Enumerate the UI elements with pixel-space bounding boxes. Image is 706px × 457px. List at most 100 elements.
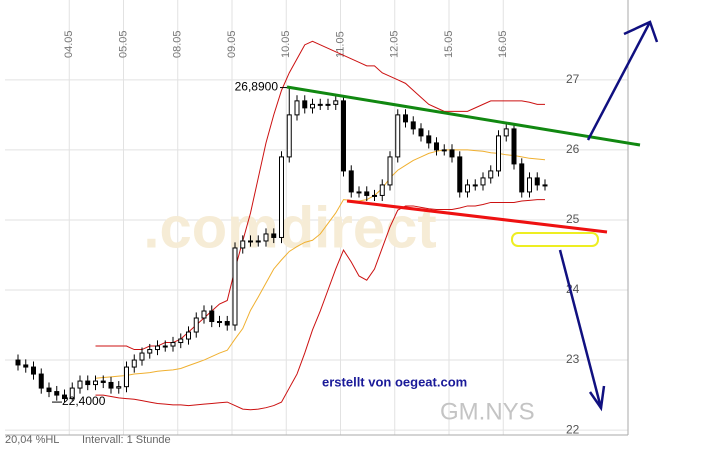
- candle-body: [279, 156, 284, 238]
- candle-body: [31, 366, 36, 375]
- candle-body: [240, 240, 246, 249]
- candle-body: [217, 321, 222, 324]
- high-label: 26,8900: [235, 80, 279, 94]
- arrow-up: [586, 21, 652, 141]
- candle-body: [232, 247, 238, 326]
- arrows: [558, 20, 659, 412]
- candle-body: [542, 184, 548, 187]
- candle-body: [534, 177, 540, 186]
- candle-body: [23, 364, 29, 368]
- candle-body: [465, 184, 470, 193]
- candle-body: [310, 103, 315, 109]
- candle-body: [62, 394, 67, 400]
- candle-body: [503, 128, 509, 137]
- candle-body: [317, 103, 323, 106]
- candle-body: [255, 240, 261, 243]
- candle-body: [116, 386, 122, 389]
- band-line: [95, 40, 545, 351]
- candle-body: [372, 194, 377, 197]
- candle-body: [186, 331, 191, 340]
- candle-body: [496, 135, 501, 172]
- candle-body: [85, 380, 91, 386]
- candle-body: [403, 114, 408, 123]
- candle-body: [15, 359, 21, 366]
- candle-body: [472, 184, 478, 187]
- trend-line-bottom: [346, 199, 608, 234]
- annotation: erstellt von oegeat.com: [322, 374, 467, 389]
- candle-body: [434, 142, 439, 151]
- candle-body: [294, 100, 300, 116]
- x-tick-label: 15.05: [443, 30, 455, 58]
- candle-body: [108, 381, 114, 389]
- candle-body: [379, 184, 385, 196]
- candle-body: [271, 233, 277, 238]
- candle-body: [441, 149, 447, 152]
- candle-body: [178, 338, 184, 344]
- candle-body: [248, 240, 253, 243]
- candle-body: [364, 191, 370, 196]
- x-tick-label: 05.05: [117, 30, 129, 58]
- marks-layer: 26,8900 22,4000: [15, 40, 548, 411]
- candle-body: [410, 121, 416, 130]
- candle-body: [333, 100, 339, 105]
- candle-body: [155, 345, 160, 351]
- highlight: [511, 232, 599, 247]
- low-label: 22,4000: [62, 394, 106, 408]
- footer-left: 20,04 %HL: [5, 434, 59, 446]
- x-tick-label: 09.05: [226, 30, 238, 58]
- candle-body: [348, 170, 354, 193]
- band-line: [95, 199, 545, 411]
- candle-body: [193, 317, 199, 333]
- candle-body: [488, 170, 494, 179]
- candle-body: [100, 380, 106, 383]
- trend-line-top: [286, 85, 641, 147]
- candle-body: [519, 163, 525, 193]
- candle-body: [162, 345, 168, 348]
- x-tick-label: 16.05: [497, 30, 509, 58]
- candle-body: [209, 310, 215, 323]
- candle-body: [93, 380, 98, 386]
- arrow-down: [558, 249, 603, 409]
- y-tick-label: 22: [566, 422, 580, 436]
- candle-body: [139, 352, 145, 361]
- band-line: [95, 149, 546, 379]
- candle-body: [457, 156, 463, 193]
- candle-body: [263, 233, 269, 242]
- candle-body: [325, 103, 331, 106]
- candle-body: [286, 114, 292, 158]
- candle-body: [395, 114, 401, 158]
- candle-body: [46, 387, 52, 393]
- candle-body: [147, 349, 153, 354]
- candle-body: [124, 366, 129, 388]
- candle-body: [418, 128, 424, 137]
- y-tick-label: 27: [566, 72, 580, 86]
- candle-body: [511, 128, 517, 165]
- candle-body: [302, 100, 308, 109]
- arrow-down-head: [588, 385, 606, 412]
- x-tick-label: 12.05: [389, 30, 401, 58]
- arrow-up-head: [623, 20, 659, 43]
- y-tick-label: 25: [566, 212, 580, 226]
- candle-body: [170, 342, 176, 347]
- candle-body: [341, 100, 346, 172]
- y-tick-label: 23: [566, 352, 580, 366]
- candle-body: [38, 373, 44, 389]
- candle-body: [356, 191, 362, 194]
- y-tick-label: 26: [566, 142, 580, 156]
- symbol: GM.NYS: [440, 398, 535, 425]
- candle-body: [527, 177, 532, 193]
- candle-body: [54, 391, 60, 396]
- x-tick-label: 08.05: [172, 30, 184, 58]
- candle-body: [77, 380, 83, 389]
- candle-body: [387, 156, 393, 186]
- candle-body: [224, 321, 230, 326]
- footer-interval: Intervall: 1 Stunde: [82, 434, 171, 446]
- candle-body: [426, 135, 432, 144]
- x-tick-label: 11.05: [334, 31, 346, 58]
- x-tick-label: 10.05: [280, 30, 292, 58]
- candle-body: [449, 149, 455, 158]
- candle-body: [131, 359, 137, 368]
